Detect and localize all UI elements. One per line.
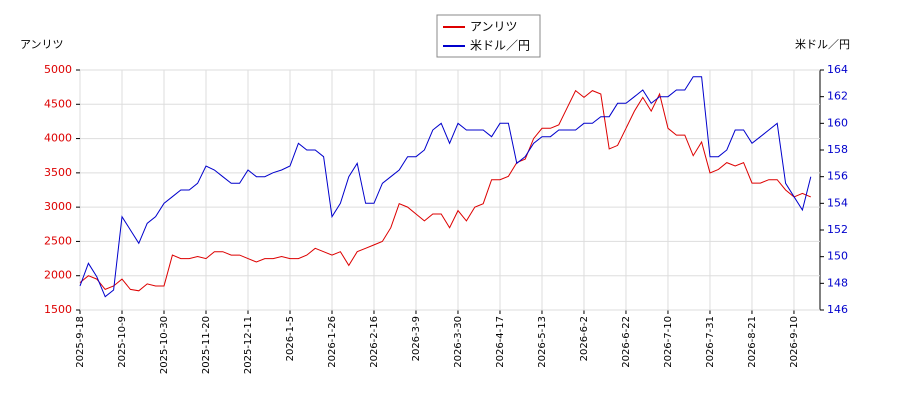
y2-tick-label: 158 xyxy=(827,143,848,156)
y2-tick-label: 154 xyxy=(827,196,848,209)
y2-axis-label: 米ドル／円 xyxy=(795,38,850,51)
x-tick-label: 2026-8-21 xyxy=(747,316,758,368)
y2-tick-label: 162 xyxy=(827,90,848,103)
x-tick-label: 2026-5-13 xyxy=(537,316,548,368)
x-tick-label: 2025-10-9 xyxy=(117,316,128,368)
y-tick-label: 1500 xyxy=(44,303,72,316)
x-tick-label: 2026-4-17 xyxy=(495,316,506,368)
x-tick-label: 2025-12-11 xyxy=(243,316,254,374)
y-tick-label: 4000 xyxy=(44,132,72,145)
y-tick-label: 2000 xyxy=(44,269,72,282)
y2-tick-label: 146 xyxy=(827,303,848,316)
x-tick-label: 2026-1-5 xyxy=(285,316,296,361)
x-tick-label: 2026-1-26 xyxy=(327,316,338,368)
y2-tick-label: 160 xyxy=(827,116,848,129)
x-tick-label: 2026-6-22 xyxy=(621,316,632,368)
y-tick-label: 2500 xyxy=(44,234,72,247)
y-tick-label: 4500 xyxy=(44,97,72,110)
x-tick-label: 2025-10-30 xyxy=(159,316,170,374)
x-tick-label: 2026-3-30 xyxy=(453,316,464,368)
y2-tick-label: 152 xyxy=(827,223,848,236)
y2-tick-label: 164 xyxy=(827,63,848,76)
plot-area xyxy=(79,69,821,311)
y2-tick-label: 150 xyxy=(827,250,848,263)
x-tick-label: 2025-11-20 xyxy=(201,316,212,374)
y-tick-label: 3000 xyxy=(44,200,72,213)
y-tick-label: 3500 xyxy=(44,166,72,179)
x-tick-label: 2026-2-16 xyxy=(369,316,380,368)
legend-box xyxy=(436,14,541,58)
y-tick-label: 5000 xyxy=(44,63,72,76)
x-tick-label: 2026-7-10 xyxy=(663,316,674,368)
y2-tick-label: 148 xyxy=(827,276,848,289)
legend-label: アンリツ xyxy=(470,20,518,34)
y2-tick-label: 156 xyxy=(827,170,848,183)
series-line xyxy=(79,89,811,292)
x-tick-label: 2026-9-10 xyxy=(789,316,800,368)
legend-label: 米ドル／円 xyxy=(470,39,530,53)
x-tick-label: 2026-3-9 xyxy=(411,316,422,361)
series-line xyxy=(79,76,812,298)
y-axis-label: アンリツ xyxy=(20,38,64,51)
x-tick-label: 2026-6-2 xyxy=(579,316,590,361)
x-tick-label: 2025-9-18 xyxy=(75,316,86,368)
x-tick-label: 2026-7-31 xyxy=(705,316,716,368)
